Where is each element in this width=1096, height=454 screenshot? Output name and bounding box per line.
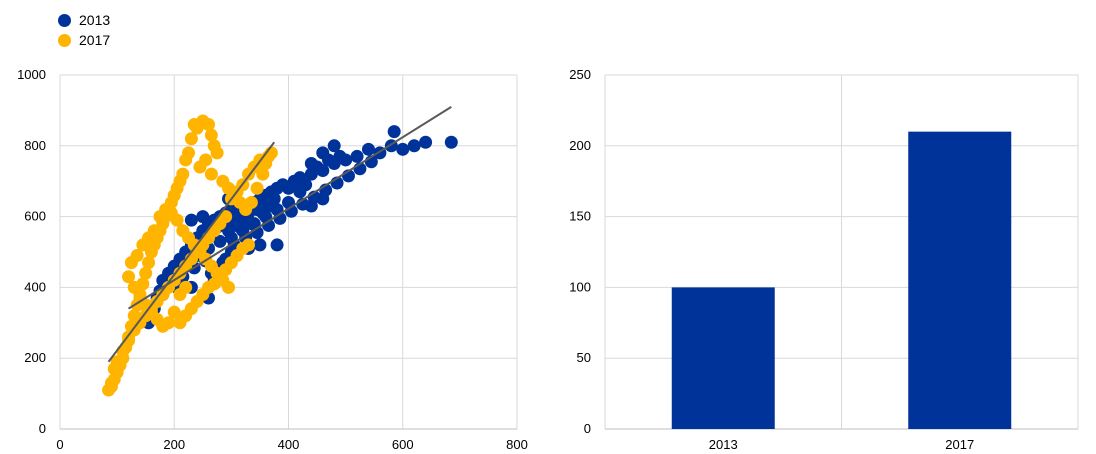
y-tick-label: 0 (584, 421, 591, 436)
x-tick-label: 400 (278, 437, 300, 452)
bar-2013 (671, 287, 775, 429)
legend-label-2013: 2013 (79, 12, 111, 28)
y-tick-label: 600 (24, 209, 46, 224)
point-2017 (210, 146, 224, 160)
y-tick-label: 150 (569, 209, 591, 224)
point-2013 (267, 192, 281, 206)
y-tick-label: 800 (24, 138, 46, 153)
point-2017 (167, 305, 181, 319)
point-2013 (253, 238, 267, 252)
point-2017 (176, 167, 190, 181)
x-tick-label: 800 (506, 437, 528, 452)
y-tick-label: 50 (577, 350, 591, 365)
legend-item-2013: 2013 (58, 10, 110, 30)
point-2017 (122, 334, 136, 347)
point-2017 (193, 160, 207, 174)
point-2013 (213, 234, 227, 248)
point-2013 (316, 146, 330, 160)
point-2017 (256, 167, 270, 181)
point-2013 (293, 185, 307, 199)
point-2013 (270, 238, 284, 252)
bar-2017 (908, 131, 1012, 429)
point-2017 (142, 256, 156, 270)
point-2017 (182, 146, 196, 160)
scatter-chart: 0 200 400 600 800 1000 0 200 400 600 800 (17, 67, 528, 452)
point-2017 (170, 213, 184, 227)
point-2013 (444, 135, 458, 149)
point-2013 (316, 164, 330, 178)
point-2013 (304, 199, 318, 213)
point-2013 (419, 135, 433, 149)
point-2017 (204, 128, 218, 142)
point-2017 (107, 362, 121, 376)
point-2017 (202, 118, 216, 132)
point-2017 (244, 195, 258, 209)
point-2017 (204, 167, 218, 181)
point-2013 (387, 125, 401, 139)
point-2013 (350, 149, 364, 163)
point-2013 (184, 213, 198, 227)
point-2017 (242, 238, 256, 252)
point-2013 (316, 192, 330, 206)
legend: 2013 2017 (58, 10, 110, 50)
y-tick-label: 0 (39, 421, 46, 436)
y-tick-label: 250 (569, 67, 591, 82)
legend-item-2017: 2017 (58, 30, 110, 50)
legend-marker-2013 (58, 13, 71, 27)
point-2013 (361, 142, 375, 156)
point-2017 (133, 291, 147, 305)
point-2013 (339, 153, 353, 167)
bar-chart: 0 50 100 150 200 250 2013 2017 (569, 67, 1079, 452)
point-2017 (139, 266, 153, 280)
y-tick-label: 200 (569, 138, 591, 153)
point-2017 (104, 376, 118, 390)
point-2017 (130, 249, 144, 263)
point-2017 (250, 181, 264, 195)
point-2013 (327, 139, 341, 153)
point-2013 (196, 210, 210, 224)
point-2017 (127, 280, 141, 294)
point-2017 (147, 224, 161, 238)
x-tick-label: 600 (392, 437, 414, 452)
point-2013 (304, 157, 318, 170)
trendline-2013 (128, 106, 452, 310)
x-tick-label: 0 (56, 437, 63, 452)
y-tick-label: 400 (24, 279, 46, 294)
point-2017 (122, 270, 136, 284)
trendline-2017 (107, 141, 276, 363)
point-2017 (179, 280, 193, 294)
y-tick-label: 100 (569, 279, 591, 294)
point-2017 (184, 132, 198, 146)
legend-label-2017: 2017 (79, 32, 111, 48)
legend-marker-2017 (58, 33, 71, 47)
x-tick-label: 200 (163, 437, 185, 452)
x-tick-label: 2017 (945, 437, 974, 452)
point-2017 (222, 280, 236, 294)
y-tick-label: 200 (24, 350, 46, 365)
x-tick-label: 2013 (709, 437, 738, 452)
point-2013 (407, 139, 421, 153)
y-tick-label: 1000 (17, 67, 46, 82)
point-2013 (396, 142, 410, 156)
